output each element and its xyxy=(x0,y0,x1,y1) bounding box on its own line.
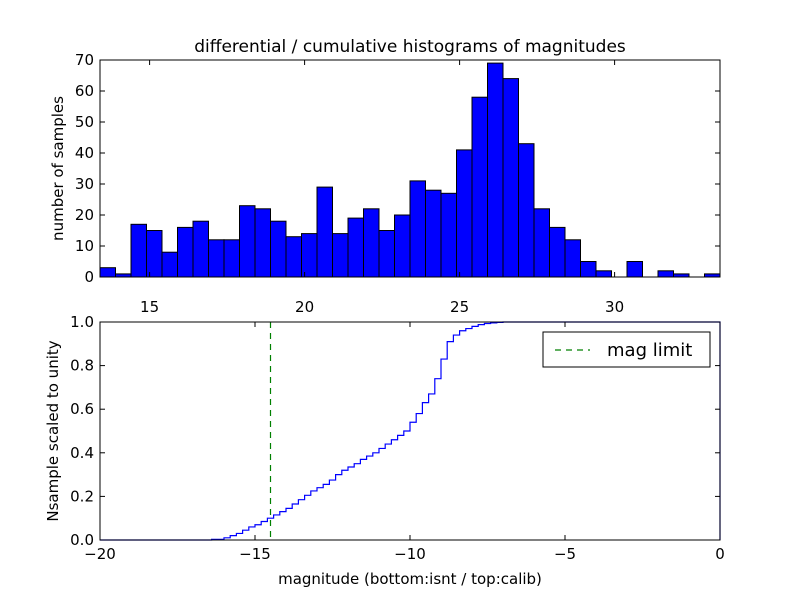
histogram-bar xyxy=(564,239,581,278)
histogram-bar xyxy=(378,230,395,278)
histogram-bar xyxy=(518,143,535,278)
histogram-bar xyxy=(192,220,209,278)
histogram-bar xyxy=(440,192,457,278)
histogram-bar xyxy=(285,236,302,278)
x-tick-label: −15 xyxy=(239,545,271,563)
x-tick-label: 15 xyxy=(140,298,159,316)
cumulative-step-line xyxy=(100,321,721,541)
x-tick-label: 25 xyxy=(450,298,469,316)
histogram-frame xyxy=(99,59,721,278)
histogram-bar xyxy=(425,189,442,278)
histogram-bar xyxy=(239,205,256,278)
y-tick-label: 0.0 xyxy=(70,531,94,549)
cumulative-panel: 0.0 0.2 0.4 0.6 0.8 1.0 −20 −15 −10 −5 0 Nsample s… xyxy=(44,313,725,588)
cumulative-lines xyxy=(100,321,721,541)
histogram-ticks: 0 10 20 30 40 50 60 70 15 20 25 30 xyxy=(75,51,720,316)
y-tick-label: 70 xyxy=(75,51,94,69)
cumulative-x-label: magnitude (bottom:isnt / top:calib) xyxy=(278,570,542,588)
histogram-bar xyxy=(130,223,147,278)
histogram-bar xyxy=(177,226,194,278)
histogram-bar xyxy=(487,62,504,278)
x-tick-label: 20 xyxy=(295,298,314,316)
histogram-bar xyxy=(580,261,597,278)
histogram-bar xyxy=(270,220,287,278)
histogram-bar xyxy=(502,78,519,278)
cumulative-ticks: 0.0 0.2 0.4 0.6 0.8 1.0 −20 −15 −10 −5 0 xyxy=(70,313,725,563)
legend: mag limit xyxy=(542,331,711,368)
y-tick-label: 0.2 xyxy=(70,487,94,505)
histogram-bar xyxy=(146,230,163,278)
histogram-bar xyxy=(208,239,225,278)
histogram-bar xyxy=(657,270,674,278)
x-tick-label: −20 xyxy=(84,545,116,563)
histogram-bar xyxy=(301,233,318,278)
histogram-bar xyxy=(533,208,550,278)
histogram-bar xyxy=(347,217,364,278)
y-tick-label: 50 xyxy=(75,113,94,131)
histogram-bar xyxy=(471,96,488,278)
histogram-bar xyxy=(316,186,333,278)
x-tick-label: 30 xyxy=(605,298,624,316)
y-tick-label: 10 xyxy=(75,237,94,255)
y-tick-label: 0 xyxy=(84,268,94,286)
histogram-bar xyxy=(99,267,116,278)
histogram-y-label: number of samples xyxy=(49,96,67,241)
histogram-panel: differential / cumulative histograms of … xyxy=(49,37,721,316)
y-tick-label: 0.4 xyxy=(70,444,94,462)
histogram-bar xyxy=(332,233,349,278)
x-tick-label: −5 xyxy=(554,545,576,563)
histogram-bar xyxy=(394,214,411,278)
x-tick-label: 0 xyxy=(715,545,725,563)
cumulative-y-label: Nsample scaled to unity xyxy=(44,340,62,521)
cumulative-frame xyxy=(99,321,721,541)
y-tick-label: 30 xyxy=(75,175,94,193)
histogram-bar xyxy=(595,270,612,278)
histogram-bar xyxy=(363,208,380,278)
histogram-bar xyxy=(409,180,426,278)
histogram-bar xyxy=(626,261,643,278)
chart-title: differential / cumulative histograms of … xyxy=(194,37,626,57)
y-tick-label: 60 xyxy=(75,82,94,100)
x-tick-label: −10 xyxy=(394,545,426,563)
y-tick-label: 1.0 xyxy=(70,313,94,331)
y-tick-label: 0.8 xyxy=(70,357,94,375)
y-tick-label: 20 xyxy=(75,206,94,224)
histogram-bar xyxy=(456,149,473,278)
y-tick-label: 40 xyxy=(75,144,94,162)
histogram-bar xyxy=(254,208,271,278)
y-tick-label: 0.6 xyxy=(70,400,94,418)
histogram-bar xyxy=(161,251,178,278)
histogram-bar xyxy=(223,239,240,278)
histogram-bar xyxy=(549,226,566,278)
legend-label: mag limit xyxy=(607,340,692,361)
